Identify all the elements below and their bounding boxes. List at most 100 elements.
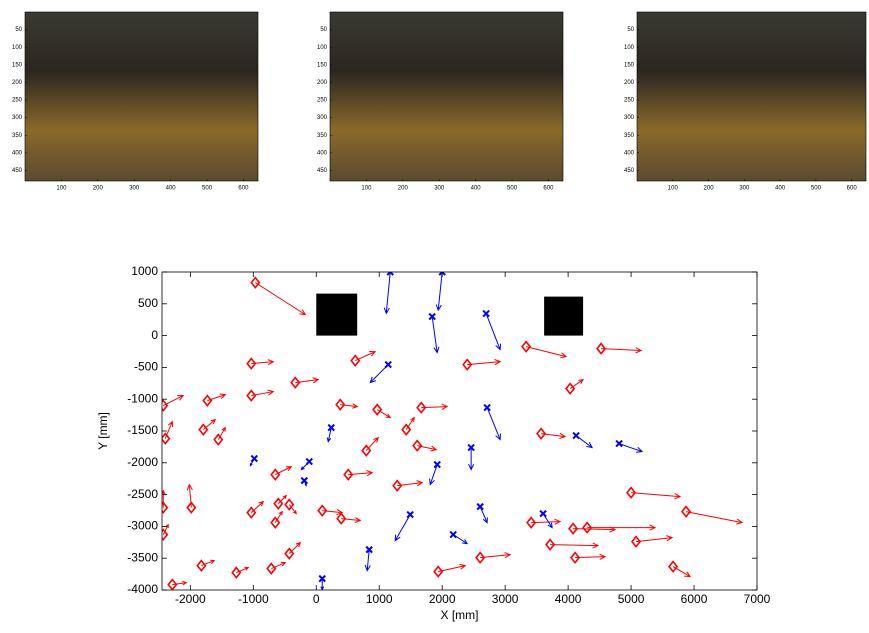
y-tick-label: 50 bbox=[15, 27, 22, 33]
y-tick-label: 300 bbox=[317, 115, 328, 121]
pedestrian-marker bbox=[266, 562, 277, 575]
velocity-arrow bbox=[431, 316, 440, 354]
y-tick-label: 250 bbox=[317, 98, 328, 104]
x-tick-label: 0 bbox=[313, 592, 320, 606]
pedestrian-marker bbox=[565, 382, 576, 395]
x-tick-label: 2000 bbox=[429, 592, 456, 606]
velocity-arrow bbox=[326, 427, 332, 443]
x-tick-label: 1000 bbox=[366, 592, 393, 606]
velocity-arrow bbox=[486, 407, 501, 441]
pedestrian-marker bbox=[246, 389, 257, 402]
pedestrian-marker bbox=[449, 530, 457, 539]
photo bbox=[330, 12, 563, 181]
pedestrian-marker bbox=[482, 309, 490, 318]
velocity-arrow bbox=[236, 566, 250, 574]
photo-frame bbox=[329, 11, 564, 182]
velocity-arrow bbox=[217, 426, 226, 440]
velocity-arrow bbox=[383, 272, 391, 315]
x-tick-label: 100 bbox=[668, 186, 679, 192]
x-tick-label: 300 bbox=[434, 186, 445, 192]
pedestrian-marker bbox=[246, 357, 257, 370]
pedestrian-marker bbox=[336, 512, 347, 525]
pedestrian-marker bbox=[412, 439, 423, 452]
y-tick-label: 500 bbox=[138, 296, 158, 310]
velocity-arrow bbox=[587, 524, 657, 531]
y-tick-label: 0 bbox=[151, 328, 158, 342]
pedestrian-marker bbox=[401, 423, 412, 436]
y-tick-label: 450 bbox=[317, 168, 328, 174]
pedestrian-marker bbox=[327, 423, 335, 432]
pedestrian-marker bbox=[167, 578, 178, 590]
y-tick-label: -2000 bbox=[127, 455, 158, 469]
x-tick-label: -1000 bbox=[238, 592, 269, 606]
y-tick-label: 150 bbox=[12, 62, 23, 68]
pedestrian-marker bbox=[681, 505, 692, 518]
velocity-arrow bbox=[364, 549, 371, 572]
pedestrian-marker bbox=[536, 427, 547, 440]
pedestrian-marker bbox=[270, 468, 281, 481]
velocity-arrow bbox=[468, 447, 475, 471]
velocity-arrow bbox=[480, 552, 512, 559]
x-tick-label: 400 bbox=[166, 186, 177, 192]
x-tick-label: 400 bbox=[775, 186, 786, 192]
pedestrian-marker bbox=[545, 538, 556, 551]
pedestrian-marker bbox=[476, 502, 484, 511]
pedestrian-marker bbox=[196, 559, 207, 572]
pedestrian-marker bbox=[572, 431, 580, 440]
velocity-arrow bbox=[394, 514, 411, 542]
y-tick-label: 100 bbox=[12, 45, 23, 51]
x-tick-label: 400 bbox=[471, 186, 482, 192]
y-tick-label: 300 bbox=[12, 115, 23, 121]
pedestrian-marker bbox=[568, 522, 579, 535]
x-tick-label: -2000 bbox=[175, 592, 206, 606]
y-tick-label: 150 bbox=[317, 62, 328, 68]
velocity-arrow bbox=[369, 364, 389, 384]
y-tick-label: 200 bbox=[12, 80, 23, 86]
pedestrian-marker bbox=[631, 535, 642, 548]
velocity-arrow bbox=[685, 511, 744, 525]
pedestrian-marker bbox=[406, 510, 414, 519]
y-tick-label: 1000 bbox=[131, 264, 158, 278]
velocity-arrow bbox=[635, 535, 674, 543]
pedestrian-marker bbox=[668, 560, 679, 573]
pedestrian-marker bbox=[202, 394, 213, 407]
y-tick-label: 150 bbox=[624, 62, 635, 68]
velocity-arrow bbox=[405, 416, 415, 430]
pedestrian-marker bbox=[483, 403, 491, 412]
pedestrian-marker bbox=[273, 497, 284, 510]
y-axis-label: Y [mm] bbox=[96, 412, 110, 450]
velocity-arrow bbox=[162, 489, 166, 508]
x-tick-label: 100 bbox=[361, 186, 372, 192]
y-tick-label: 250 bbox=[12, 98, 23, 104]
pedestrian-marker bbox=[350, 354, 361, 367]
velocity-arrow bbox=[274, 510, 283, 523]
velocity-arrow bbox=[575, 553, 607, 560]
y-tick-label: 200 bbox=[317, 80, 328, 86]
y-tick-label: 400 bbox=[12, 150, 23, 156]
y-tick-label: 200 bbox=[624, 80, 635, 86]
pedestrian-marker bbox=[361, 444, 372, 457]
pedestrian-marker bbox=[372, 403, 383, 416]
x-tick-label: 3000 bbox=[492, 592, 519, 606]
pedestrian-marker bbox=[305, 457, 313, 466]
x-tick-label: 7000 bbox=[744, 592, 771, 606]
velocity-arrow bbox=[485, 313, 502, 351]
pedestrian-marker bbox=[198, 423, 209, 436]
pedestrian-marker bbox=[250, 454, 259, 463]
velocity-arrow bbox=[435, 272, 443, 312]
pedestrian-marker bbox=[284, 547, 295, 560]
pedestrian-marker bbox=[343, 468, 354, 481]
photo bbox=[25, 12, 258, 181]
velocity-arrow bbox=[201, 559, 216, 567]
x-tick-label: 500 bbox=[811, 186, 822, 192]
y-tick-label: -1000 bbox=[127, 391, 158, 405]
obstacle bbox=[316, 293, 358, 336]
pedestrian-marker bbox=[213, 433, 224, 446]
obstacle bbox=[544, 296, 584, 336]
x-axis-label: X [mm] bbox=[441, 608, 479, 622]
axes-frame bbox=[161, 271, 758, 591]
pedestrian-marker bbox=[615, 439, 623, 448]
pedestrian-marker bbox=[596, 342, 607, 355]
velocity-arrow bbox=[255, 282, 307, 316]
